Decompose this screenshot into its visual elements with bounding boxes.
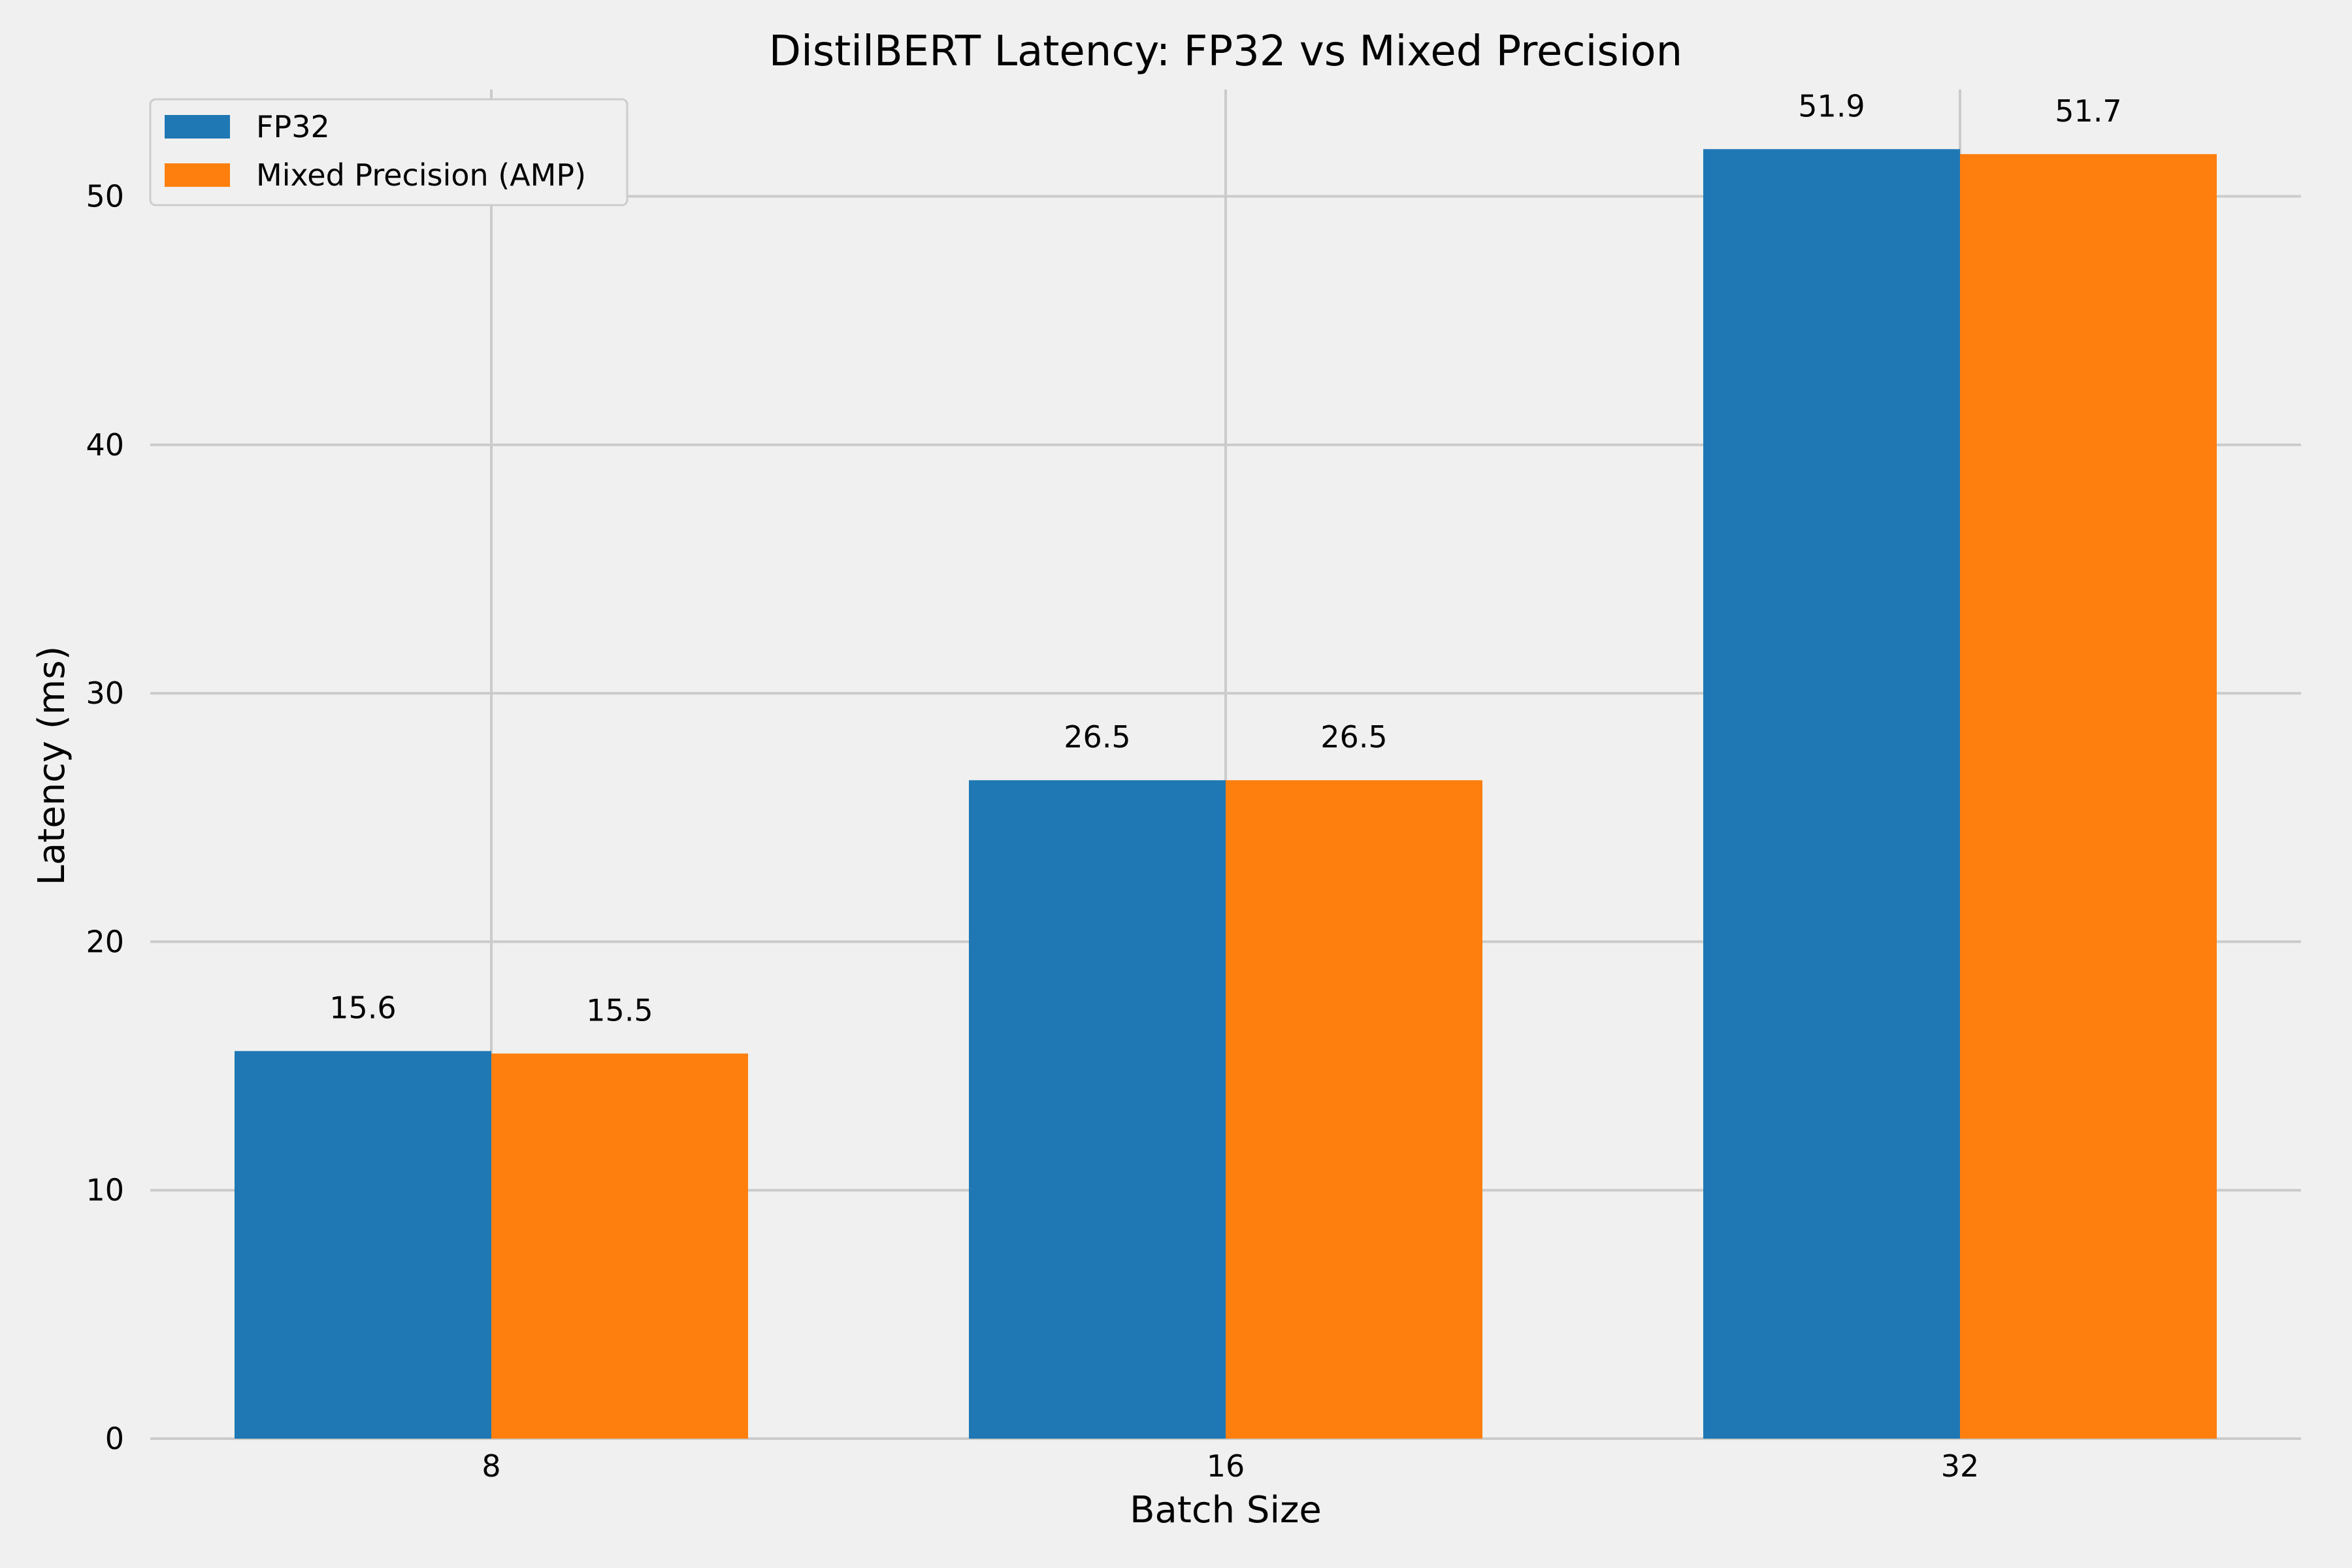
data-label: 51.9	[1798, 88, 1865, 123]
legend-label-fp32: FP32	[256, 109, 330, 144]
bar-mixed-precision-8	[491, 1053, 748, 1439]
y-axis-ticks: 0 10 20 30 40 50	[86, 179, 124, 1456]
x-axis-ticks: 8 16 32	[482, 1448, 1979, 1484]
x-axis-label: Batch Size	[1130, 1489, 1322, 1531]
y-tick-label: 40	[86, 427, 124, 463]
y-tick-label: 30	[86, 676, 124, 711]
legend-label-mixed-precision: Mixed Precision (AMP)	[256, 157, 586, 193]
data-label: 26.5	[1320, 719, 1387, 755]
data-label: 51.7	[2055, 93, 2121, 129]
x-tick-label: 32	[1941, 1448, 1980, 1484]
legend: FP32 Mixed Precision (AMP)	[149, 98, 629, 206]
bars	[235, 149, 2217, 1439]
data-label: 15.6	[329, 990, 396, 1026]
legend-swatch-mixed-precision	[165, 163, 230, 187]
y-tick-label: 10	[86, 1173, 124, 1208]
bar-fp32-16	[969, 780, 1226, 1439]
x-tick-label: 16	[1207, 1448, 1245, 1484]
bar-mixed-precision-32	[1960, 154, 2217, 1439]
y-tick-label: 0	[105, 1421, 124, 1456]
bar-mixed-precision-16	[1226, 780, 1482, 1439]
y-tick-label: 50	[86, 179, 124, 214]
legend-frame	[149, 98, 629, 206]
bar-fp32-32	[1703, 149, 1960, 1439]
legend-swatch-fp32	[165, 115, 230, 139]
data-label: 26.5	[1064, 719, 1130, 755]
x-tick-label: 8	[482, 1448, 500, 1484]
bar-fp32-8	[235, 1051, 491, 1439]
data-labels: 15.6 26.5 51.9 15.5 26.5 51.7	[329, 88, 2121, 1028]
y-axis-label: Latency (ms)	[31, 646, 73, 886]
y-tick-label: 20	[86, 924, 124, 959]
data-label: 15.5	[586, 993, 653, 1028]
chart-title: DistilBERT Latency: FP32 vs Mixed Precis…	[769, 27, 1682, 76]
